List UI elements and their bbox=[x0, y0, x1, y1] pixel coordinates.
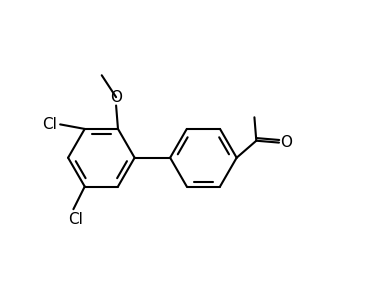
Text: Cl: Cl bbox=[42, 117, 57, 132]
Text: Cl: Cl bbox=[68, 212, 83, 227]
Text: O: O bbox=[280, 135, 292, 150]
Text: O: O bbox=[110, 90, 122, 105]
